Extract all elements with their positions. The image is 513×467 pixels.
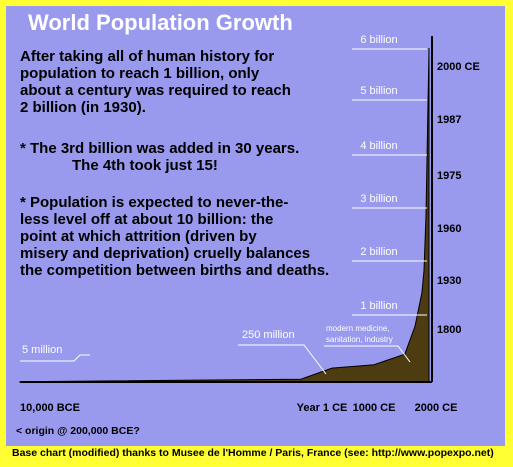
milestone-year-label: 1960 [437, 223, 461, 235]
intro-line: population to reach 1 billion, only [20, 65, 260, 82]
early-population-label: 250 million [242, 329, 295, 341]
intro-line: 2 billion (in 1930). [20, 99, 146, 116]
x-tick-label: Year 1 CE [297, 402, 348, 414]
x-tick-label: 10,000 BCE [20, 402, 80, 414]
intro-line: After taking all of human history for [20, 48, 275, 65]
intro-line: about a century was required to reach [20, 82, 291, 99]
projection-line: less level off at about 10 billion: the [20, 211, 274, 228]
x-tick-label: 1000 CE [353, 402, 396, 414]
fact-line: The 4th took just 15! [72, 157, 218, 174]
milestone-year-label: 2000 CE [437, 61, 480, 73]
x-tick-label: 2000 CE [415, 402, 458, 414]
billion-label: 6 billion [360, 34, 397, 46]
population-area [19, 47, 430, 383]
projection-paragraph: * Population is expected to never-the- l… [20, 194, 329, 279]
projection-line: * Population is expected to never-the- [20, 194, 289, 211]
chart-frame: 10,000 BCE Year 1 CE 1000 CE 2000 CE < origi… [6, 6, 505, 446]
billion-label: 4 billion [360, 140, 397, 152]
projection-line: misery and deprivation) cruelly balances [20, 245, 311, 262]
billion-facts: * The 3rd billion was added in 30 years.… [20, 140, 299, 174]
billion-label: 1 billion [360, 300, 397, 312]
milestone-year-label: 1800 [437, 324, 461, 336]
projection-line: the competition between births and death… [20, 262, 330, 279]
billion-label: 2 billion [360, 246, 397, 258]
fact-line: * The 3rd billion was added in 30 years. [20, 140, 300, 157]
projection-line: point at which attrition (driven by [20, 228, 257, 245]
milestone-year-label: 1987 [437, 114, 461, 126]
milestone-year-label: 1975 [437, 170, 461, 182]
modern-medicine-annotation: modern medicine, sanitation, industry [326, 324, 393, 344]
intro-paragraph: After taking all of human history for po… [20, 48, 291, 116]
population-chart: 10,000 BCE Year 1 CE 1000 CE 2000 CE < origi… [16, 34, 480, 437]
milestone-year-label: 1930 [437, 275, 461, 287]
early-population-label: 5 million [22, 344, 62, 356]
chart-title: World Population Growth [28, 10, 293, 35]
billion-label: 5 billion [360, 85, 397, 97]
origin-note: < origin @ 200,000 BCE? [16, 425, 140, 437]
early-population-label-pointer [238, 344, 327, 375]
billion-label: 3 billion [360, 193, 397, 205]
annotation-pointer [397, 345, 411, 363]
source-credit: Base chart (modified) thanks to Musee de… [12, 447, 494, 459]
early-population-label-pointer [20, 354, 90, 362]
